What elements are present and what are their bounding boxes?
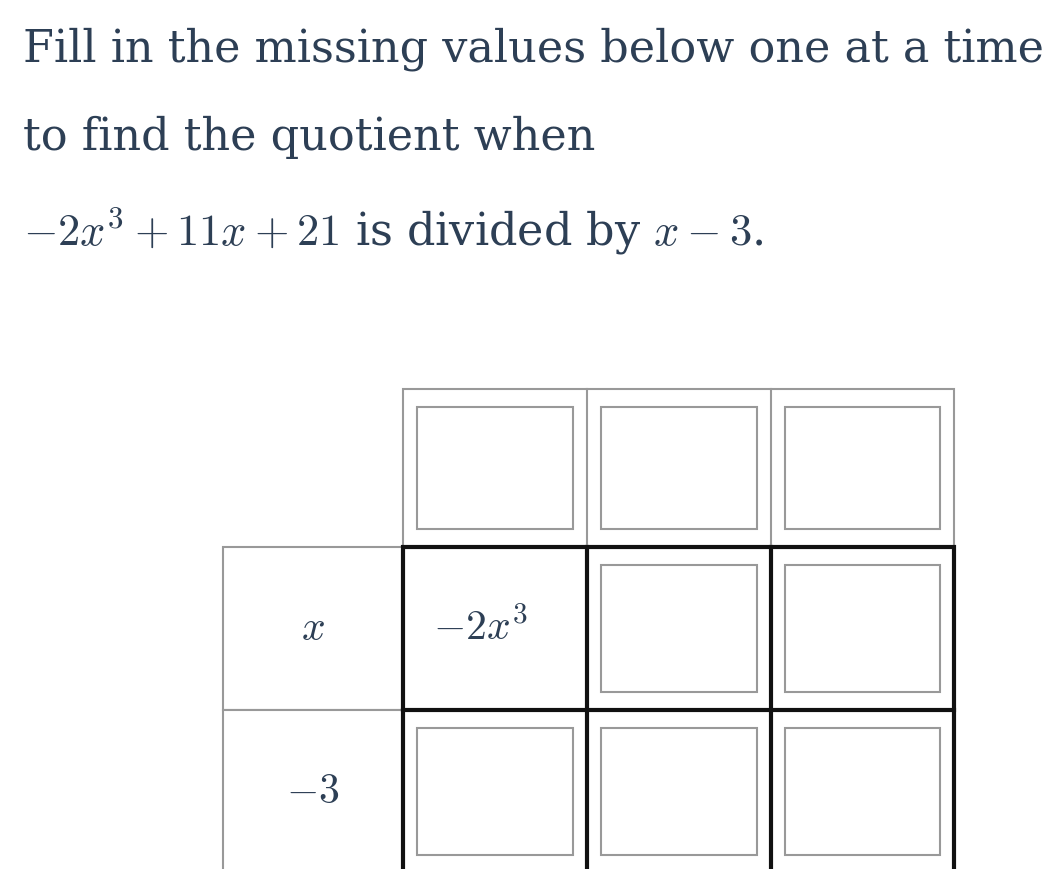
Bar <box>417 408 572 529</box>
Bar <box>601 408 756 529</box>
Text: $-3$: $-3$ <box>286 770 340 813</box>
Bar <box>785 408 940 529</box>
Bar <box>417 727 572 855</box>
Bar <box>785 727 940 855</box>
Bar <box>403 389 954 547</box>
Bar <box>403 547 954 869</box>
Text: $x$: $x$ <box>301 607 325 649</box>
Bar <box>223 710 403 869</box>
Text: Fill in the missing values below one at a time: Fill in the missing values below one at … <box>23 28 1045 71</box>
Bar <box>601 727 756 855</box>
Bar <box>601 565 756 692</box>
Text: $-2x^3$: $-2x^3$ <box>432 607 528 649</box>
Bar <box>223 547 403 710</box>
Text: to find the quotient when: to find the quotient when <box>23 116 595 160</box>
Bar <box>785 565 940 692</box>
Text: $-2x^3 + 11x + 21$ is divided by $x - 3$.: $-2x^3 + 11x + 21$ is divided by $x - 3$… <box>23 205 764 256</box>
